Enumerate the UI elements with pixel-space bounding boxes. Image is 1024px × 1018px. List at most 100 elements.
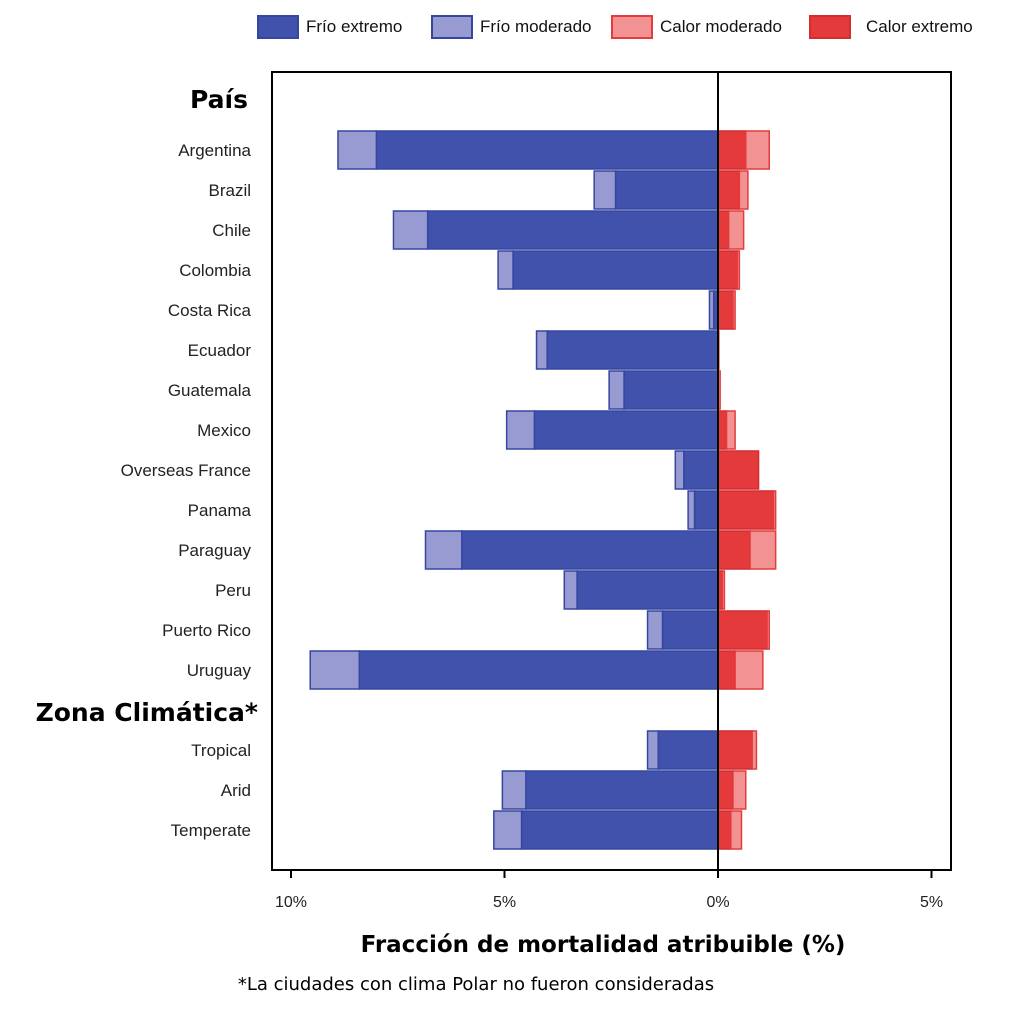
bar-ecuador-frio-extremo xyxy=(546,330,719,370)
bar-chile-frio-extremo xyxy=(426,210,719,250)
bar-panama-calor-extremo xyxy=(717,490,775,530)
x-axis-title: Fracción de mortalidad atribuible (%) xyxy=(361,932,846,958)
bars xyxy=(309,130,777,850)
x-tick-label: 5% xyxy=(920,894,943,911)
bar-arid-frio-extremo xyxy=(525,770,719,810)
bar-arid-calor-extremo xyxy=(717,770,734,810)
legend-swatch-frio-moderado xyxy=(431,15,473,39)
bar-ecuador-frio-moderado xyxy=(535,330,548,370)
category-label-brazil: Brazil xyxy=(208,181,251,200)
bar-costa-rica-calor-extremo xyxy=(717,290,734,330)
bar-guatemala-frio-extremo xyxy=(623,370,719,410)
bar-paraguay-frio-extremo xyxy=(461,530,719,570)
bar-puerto-rico-frio-moderado xyxy=(646,610,664,650)
bar-brazil-calor-extremo xyxy=(717,170,741,210)
category-label-panama: Panama xyxy=(188,501,252,520)
legend-item-frio-moderado: Frío moderado xyxy=(431,15,592,39)
category-label-overseas-france: Overseas France xyxy=(121,461,251,480)
x-axis-ticks: 10% 5% 0% 5% xyxy=(275,870,943,911)
bar-chile-calor-moderado xyxy=(727,210,745,250)
bar-mexico-calor-moderado xyxy=(725,410,736,450)
category-label-temperate: Temperate xyxy=(171,821,251,840)
bar-temperate-frio-extremo xyxy=(520,810,719,850)
bar-colombia-frio-moderado xyxy=(497,250,514,290)
bar-peru-frio-extremo xyxy=(576,570,719,610)
bar-colombia-calor-extremo xyxy=(717,250,738,290)
category-label-colombia: Colombia xyxy=(179,261,251,280)
footnote: *La ciudades con clima Polar no fueron c… xyxy=(238,974,714,995)
bar-brazil-calor-moderado xyxy=(738,170,749,210)
bar-uruguay-calor-extremo xyxy=(717,650,736,690)
bar-panama-frio-moderado xyxy=(687,490,696,530)
category-label-argentina: Argentina xyxy=(178,141,251,160)
bar-costa-rica-calor-moderado xyxy=(732,290,736,330)
legend-label-frio-extremo: Frío extremo xyxy=(306,17,402,36)
legend-swatch-calor-extremo xyxy=(809,15,851,39)
category-label-mexico: Mexico xyxy=(197,421,251,440)
category-label-tropical: Tropical xyxy=(191,741,251,760)
bar-puerto-rico-calor-moderado xyxy=(766,610,770,650)
legend-item-calor-extremo: Calor extremo xyxy=(809,15,973,39)
bar-temperate-calor-moderado xyxy=(730,810,743,850)
bar-puerto-rico-calor-extremo xyxy=(717,610,768,650)
x-tick-label: 0% xyxy=(706,894,729,911)
category-label-uruguay: Uruguay xyxy=(187,661,252,680)
legend-label-frio-moderado: Frío moderado xyxy=(480,17,592,36)
category-label-guatemala: Guatemala xyxy=(168,381,252,400)
legend-swatch-frio-extremo xyxy=(257,15,299,39)
bar-mexico-frio-extremo xyxy=(533,410,719,450)
category-label-paraguay: Paraguay xyxy=(178,541,251,560)
chart-legend: Frío extremo Frío moderado Calor moderado C… xyxy=(257,15,973,39)
bar-arid-calor-moderado xyxy=(732,770,747,810)
section-label-zona-climatica: Zona Climática* xyxy=(36,698,258,727)
bar-colombia-calor-moderado xyxy=(736,250,741,290)
category-label-puerto-rico: Puerto Rico xyxy=(162,621,251,640)
bar-brazil-frio-moderado xyxy=(593,170,617,210)
legend-item-frio-extremo: Frío extremo xyxy=(257,15,402,39)
bar-argentina-frio-extremo xyxy=(375,130,719,170)
bar-panama-calor-moderado xyxy=(772,490,777,530)
category-labels: Argentina Brazil Chile Colombia Costa Rica Ec… xyxy=(121,141,252,840)
bar-tropical-calor-extremo xyxy=(717,730,753,770)
bar-uruguay-frio-extremo xyxy=(358,650,719,690)
bar-argentina-frio-moderado xyxy=(337,130,378,170)
bar-overseas-france-frio-extremo xyxy=(683,450,719,490)
x-tick-label: 10% xyxy=(275,894,307,911)
bar-chile-calor-extremo xyxy=(717,210,730,250)
bar-colombia-frio-extremo xyxy=(512,250,719,290)
section-labels: País Zona Climática* xyxy=(36,85,258,727)
bar-costa-rica-frio-moderado xyxy=(708,290,715,330)
bar-panama-frio-extremo xyxy=(693,490,719,530)
bar-paraguay-calor-moderado xyxy=(749,530,777,570)
bar-temperate-calor-extremo xyxy=(717,810,732,850)
bar-brazil-frio-extremo xyxy=(614,170,719,210)
legend-item-calor-moderado: Calor moderado xyxy=(611,15,782,39)
category-label-chile: Chile xyxy=(212,221,251,240)
bar-argentina-calor-moderado xyxy=(745,130,770,170)
bar-mexico-calor-extremo xyxy=(717,410,728,450)
bar-temperate-frio-moderado xyxy=(493,810,523,850)
bar-peru-frio-moderado xyxy=(563,570,578,610)
bar-tropical-frio-moderado xyxy=(646,730,659,770)
legend-swatch-calor-moderado xyxy=(611,15,653,39)
bar-puerto-rico-frio-extremo xyxy=(661,610,719,650)
bar-argentina-calor-extremo xyxy=(717,130,747,170)
bar-tropical-frio-extremo xyxy=(657,730,719,770)
bar-overseas-france-calor-extremo xyxy=(717,450,760,490)
x-tick-label: 5% xyxy=(493,894,516,911)
legend-label-calor-extremo: Calor extremo xyxy=(866,17,973,36)
bar-overseas-france-frio-moderado xyxy=(674,450,685,490)
bar-tropical-calor-moderado xyxy=(751,730,758,770)
bar-mexico-frio-moderado xyxy=(505,410,536,450)
bar-chile-frio-moderado xyxy=(392,210,429,250)
category-label-arid: Arid xyxy=(221,781,251,800)
category-label-peru: Peru xyxy=(215,581,251,600)
legend-label-calor-moderado: Calor moderado xyxy=(660,17,782,36)
bar-guatemala-frio-moderado xyxy=(608,370,625,410)
bar-paraguay-calor-extremo xyxy=(717,530,751,570)
bar-peru-calor-moderado xyxy=(721,570,726,610)
category-label-ecuador: Ecuador xyxy=(188,341,252,360)
bar-arid-frio-moderado xyxy=(501,770,527,810)
bar-uruguay-calor-moderado xyxy=(734,650,764,690)
